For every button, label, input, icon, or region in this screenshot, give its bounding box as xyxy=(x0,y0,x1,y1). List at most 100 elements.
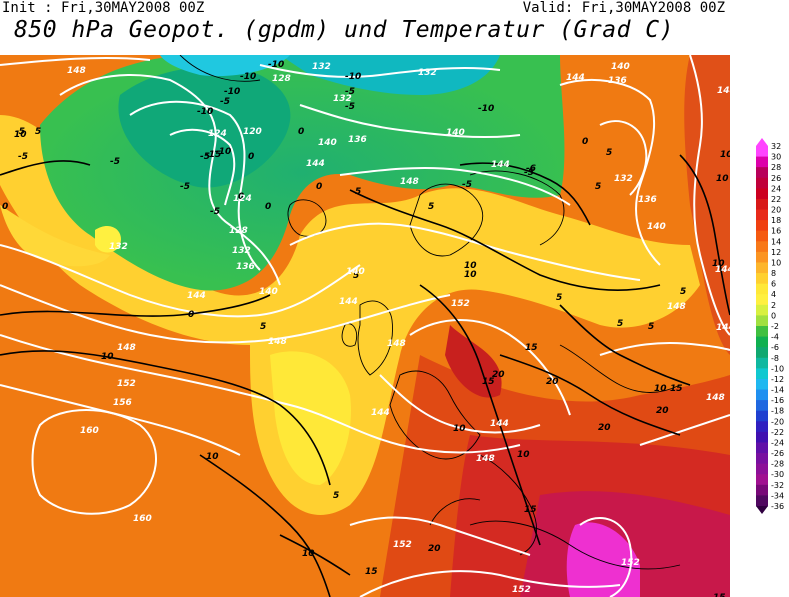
legend-swatch xyxy=(756,431,768,443)
init-time-label: Init : Fri,30MAY2008 00Z xyxy=(2,0,205,16)
temperature-contour-label: 20 xyxy=(656,406,669,416)
temperature-contour-label: 10 xyxy=(517,450,530,460)
temperature-contour-label: 10 xyxy=(14,130,27,140)
legend-top-arrow xyxy=(756,138,768,146)
legend-label: -26 xyxy=(771,449,784,458)
geopotential-labels: 148 128 132 132 132 124 120 124 128 132 136 132 140 1… xyxy=(67,62,730,595)
geopotential-contour-label: 144 xyxy=(491,160,510,170)
temperature-contour-label: 0 xyxy=(2,202,8,212)
temperature-contour-label: -5 xyxy=(210,207,220,217)
legend-swatch xyxy=(756,315,768,327)
temperature-contour-label: -5 xyxy=(345,102,355,112)
temperature-contour-label: -10 xyxy=(345,72,361,82)
legend-label: 30 xyxy=(771,153,781,162)
temperature-contour-label: 10 xyxy=(654,384,667,394)
legend-label: 12 xyxy=(771,248,781,257)
geopotential-contour-label: 128 xyxy=(229,226,248,236)
geopotential-contour-label: 120 xyxy=(243,127,262,137)
temperature-contour-label: 10 xyxy=(101,352,114,362)
geopotential-contour-label: 132 xyxy=(232,246,251,256)
legend-label: 24 xyxy=(771,184,781,193)
legend-label: -22 xyxy=(771,428,784,437)
geopotential-contour-label: 148 xyxy=(268,337,287,347)
legend-swatch xyxy=(756,378,768,391)
temperature-contour-label: 20 xyxy=(492,370,505,380)
legend-swatch xyxy=(756,453,768,465)
legend-swatch xyxy=(756,283,768,295)
temperature-contour-label: 5 xyxy=(595,182,601,192)
legend-swatch xyxy=(756,442,768,454)
legend-swatch xyxy=(756,474,768,486)
temperature-contour-label: 0 xyxy=(316,182,322,192)
color-legend: 32302826242220181614121086420-2-4-6-8-10… xyxy=(756,138,784,514)
temperature-contour-label: 0 xyxy=(298,127,304,137)
temperature-contour-label: 15 xyxy=(713,593,726,597)
temperature-contour-label: 20 xyxy=(428,544,441,554)
legend-swatch xyxy=(756,326,768,338)
geopotential-contour-label: 124 xyxy=(233,194,252,204)
geopotential-contour-label: 144 xyxy=(490,419,509,429)
geopotential-contour-label: 144 xyxy=(306,159,325,169)
legend-label: 0 xyxy=(771,311,776,320)
legend-swatch xyxy=(756,230,768,242)
geopotential-contour-label: 140 xyxy=(647,222,666,232)
geopotential-contour-label: 144 xyxy=(716,323,730,333)
legend-label: -8 xyxy=(771,354,779,363)
legend-swatch xyxy=(756,156,768,168)
legend-label: 22 xyxy=(771,195,781,204)
legend-label: -24 xyxy=(771,438,784,447)
geopotential-contour-label: 128 xyxy=(272,74,291,84)
geopotential-contour-label: 152 xyxy=(451,299,470,309)
temperature-contour-label: -5 xyxy=(462,180,472,190)
temperature-contour-label: 5 xyxy=(556,293,562,303)
legend-label: -2 xyxy=(771,322,779,331)
geopotential-contour-label: 156 xyxy=(113,398,132,408)
geopotential-contour-label: 132 xyxy=(312,62,331,72)
legend-label: -34 xyxy=(771,491,784,500)
legend-swatch xyxy=(756,389,768,401)
temperature-contour-label: -10 xyxy=(224,87,240,97)
geopotential-contour-label: 144 xyxy=(371,408,390,418)
legend-label: -32 xyxy=(771,481,784,490)
geopotential-contour-label: 148 xyxy=(667,302,686,312)
temperature-contour-label: -5 xyxy=(220,97,230,107)
geopotential-contour-label: 132 xyxy=(418,68,437,78)
legend-swatch xyxy=(756,410,768,422)
temperature-contour-label: -10 xyxy=(215,147,231,157)
legend-swatch xyxy=(756,262,768,274)
legend-label: -28 xyxy=(771,460,784,469)
geopotential-contour-label: 160 xyxy=(80,426,99,436)
legend-swatch xyxy=(756,400,768,412)
legend-swatch xyxy=(756,421,768,433)
temperature-contour-label: 15 xyxy=(524,505,537,515)
temperature-contour-label: 15 xyxy=(525,343,538,353)
geopotential-contour-label: 132 xyxy=(333,94,352,104)
geopotential-contour-label: 152 xyxy=(512,585,531,595)
geopotential-contour-label: 148 xyxy=(476,454,495,464)
geopotential-contour-label: 136 xyxy=(236,262,255,272)
legend-swatch xyxy=(756,220,768,232)
legend-swatch xyxy=(756,463,768,475)
temperature-contour-label: 10 xyxy=(720,150,730,160)
temperature-contour-label: -10 xyxy=(478,104,494,114)
geopotential-contour-label: 140 xyxy=(318,138,337,148)
temperature-contour-label: -5 xyxy=(200,152,210,162)
geopotential-contour-label: 132 xyxy=(614,174,633,184)
legend-label: -4 xyxy=(771,333,779,342)
temperature-contour-label: 5 xyxy=(680,287,686,297)
temperature-contour-label: -10 xyxy=(197,107,213,117)
geopotential-contour-label: 136 xyxy=(638,195,657,205)
legend-swatch xyxy=(756,273,768,285)
temperature-contour-label: 15 xyxy=(365,567,378,577)
legend-label: 8 xyxy=(771,269,776,278)
geopotential-contour-label: 152 xyxy=(621,558,640,568)
temperature-contour-label: -6 xyxy=(526,164,536,174)
legend-label: 26 xyxy=(771,174,781,183)
temperature-contour-label: 5 xyxy=(428,202,434,212)
temperature-contour-label: -15 xyxy=(205,150,221,160)
geopotential-contour-label: 140 xyxy=(259,287,278,297)
legend-swatch xyxy=(756,495,768,507)
chart-title: 850 hPa Geopot. (gpdm) und Temperatur (G… xyxy=(14,17,674,43)
legend-label: 2 xyxy=(771,301,776,310)
legend-label: 20 xyxy=(771,206,781,215)
